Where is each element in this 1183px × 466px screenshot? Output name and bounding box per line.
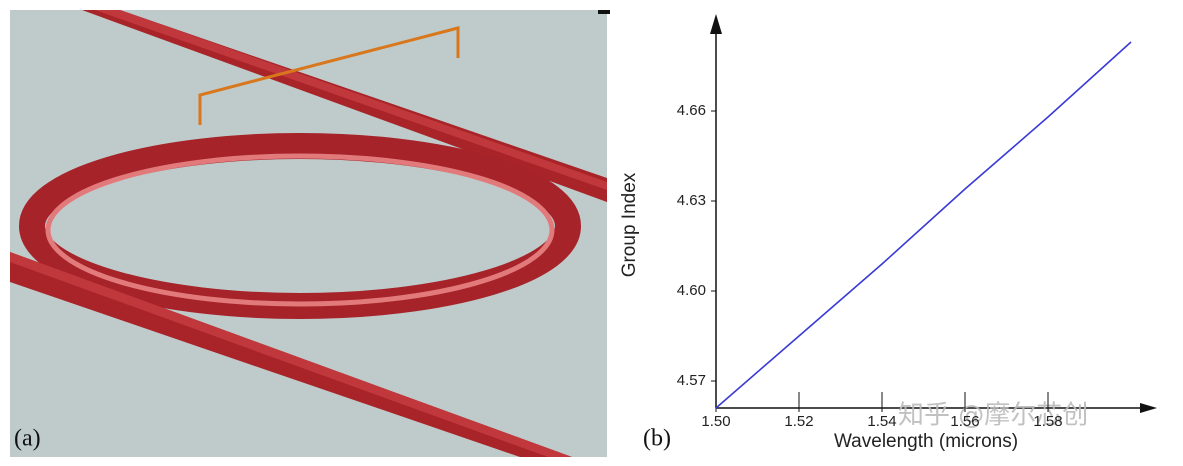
ring-render [10, 10, 610, 457]
y-tick-label: 4.60 [677, 282, 706, 299]
y-tick-label: 4.63 [677, 192, 706, 209]
render-corner [598, 10, 610, 14]
x-tick-label: 1.58 [1033, 413, 1062, 430]
x-tick-label: 1.54 [867, 413, 896, 430]
watermark: 知乎 @摩尔芯创 [898, 401, 1088, 431]
x-tick-label: 1.52 [784, 413, 813, 430]
bus-waveguide-top [10, 252, 572, 457]
panel-label: (b) [643, 426, 671, 452]
y-tick-label: 4.66 [677, 102, 706, 119]
x-axis-arrow [1140, 403, 1157, 413]
x-axis-title: Wavelength (microns) [834, 431, 1018, 452]
x-tick-label: 1.56 [950, 413, 979, 430]
y-axis-title: Group Index [619, 172, 640, 277]
y-tick-label: 4.57 [677, 372, 706, 389]
ring-highlight [45, 153, 555, 307]
data-line [715, 41, 1132, 409]
x-tick-label: 1.50 [701, 413, 730, 430]
panel-label: (a) [14, 426, 41, 452]
heater [198, 26, 460, 125]
bus-waveguide-top [95, 10, 607, 190]
y-axis-arrow [710, 14, 722, 34]
